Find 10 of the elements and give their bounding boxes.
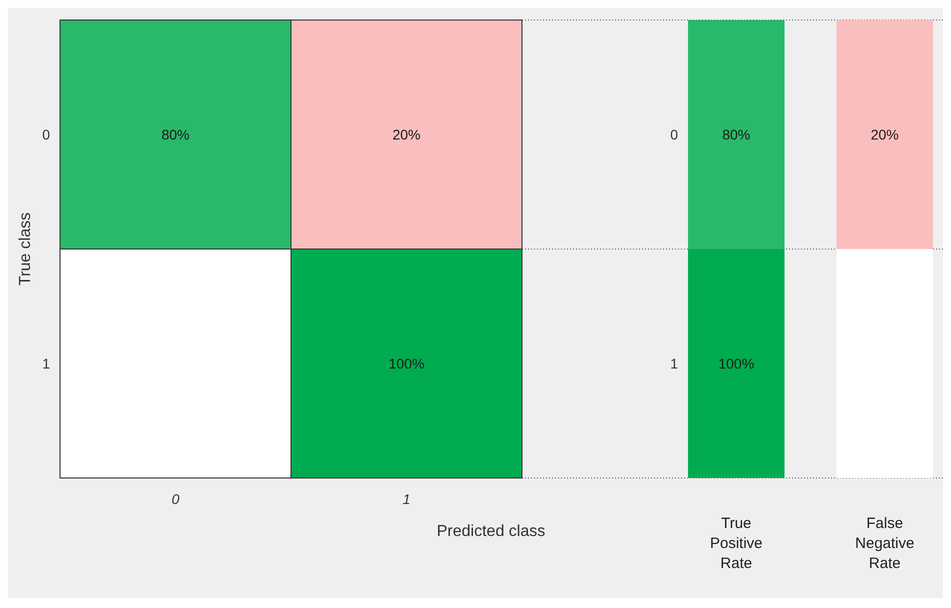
x-axis-title: Predicted class xyxy=(436,523,546,540)
data-label: 80% xyxy=(722,126,750,142)
y-axis-title: True class xyxy=(17,212,34,286)
x-tick-label: False Negative Rate xyxy=(855,515,914,572)
data-label: 20% xyxy=(392,126,421,142)
x-tick-label: True Positive Rate xyxy=(710,515,763,572)
data-label: 100% xyxy=(388,355,424,372)
data-label: 100% xyxy=(718,355,754,372)
data-label: 80% xyxy=(161,126,190,142)
data-label: 20% xyxy=(870,126,899,142)
